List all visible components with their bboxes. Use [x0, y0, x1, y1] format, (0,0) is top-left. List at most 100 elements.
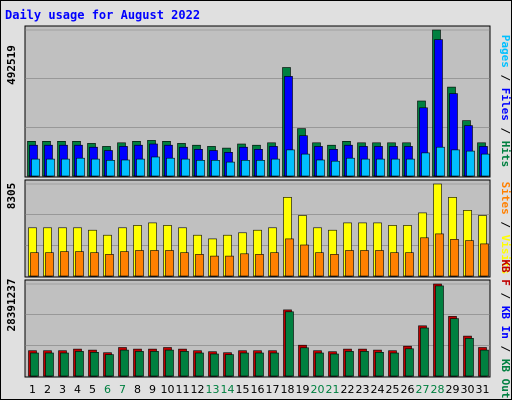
legend-entry: Sites	[499, 182, 512, 215]
day-label: 4	[74, 383, 81, 396]
sites-bar	[165, 250, 174, 277]
sites-bar	[240, 253, 249, 277]
day-label: 13	[206, 383, 220, 396]
sites-bar	[90, 252, 99, 277]
kb-panel-max-label: 28391237	[5, 279, 18, 332]
pages-bar	[271, 158, 280, 177]
day-label: 9	[149, 383, 156, 396]
sites-bar	[105, 254, 114, 277]
pages-bar	[76, 157, 85, 177]
kb-in-bar	[480, 349, 489, 377]
sites-bar	[285, 238, 294, 277]
kb-in-bar	[30, 352, 39, 377]
sites-bar	[270, 252, 279, 277]
chart-title: Daily usage for August 2022	[5, 8, 200, 22]
kb-in-bar	[180, 351, 189, 377]
sites-bar	[300, 244, 309, 277]
legend-entry: KB Out	[499, 359, 512, 399]
legend-separator: /	[499, 68, 512, 88]
pages-bar	[361, 158, 370, 177]
day-label: 19	[296, 383, 310, 396]
kb-panel-legend: KB F / KB In / KB Out	[499, 259, 512, 398]
legend-entry: KB In	[499, 306, 512, 339]
pages-bar	[46, 158, 55, 177]
pages-bar	[466, 150, 475, 177]
day-label: 7	[119, 383, 126, 396]
pages-bar	[436, 146, 445, 177]
pages-bar	[346, 157, 355, 177]
sites-bar	[465, 240, 474, 277]
day-label: 27	[416, 383, 430, 396]
kb-in-bar	[90, 351, 99, 377]
hits-panel-legend: Pages / Files / Hits	[499, 35, 512, 168]
kb-in-bar	[315, 352, 324, 377]
legend-separator: /	[499, 339, 512, 359]
kb-in-bar	[105, 354, 114, 377]
day-label: 14	[221, 383, 235, 396]
pages-bar	[136, 158, 145, 177]
kb-in-bar	[135, 351, 144, 377]
day-label: 1	[29, 383, 36, 396]
day-label: 12	[191, 383, 205, 396]
sites-bar	[195, 254, 204, 277]
kb-in-bar	[195, 352, 204, 377]
pages-bar	[151, 156, 160, 177]
sites-bar	[210, 255, 219, 277]
pages-bar	[391, 158, 400, 177]
kb-in-bar	[405, 348, 414, 377]
day-label: 20	[311, 383, 325, 396]
day-label: 24	[371, 383, 385, 396]
pages-bar	[481, 153, 490, 177]
pages-bar	[421, 152, 430, 177]
kb-in-bar	[345, 351, 354, 377]
sites-bar	[375, 250, 384, 277]
sites-bar	[150, 250, 159, 277]
day-label: 6	[104, 383, 111, 396]
pages-bar	[31, 158, 40, 177]
day-label: 26	[401, 383, 415, 396]
kb-in-bar	[225, 354, 234, 377]
pages-bar	[121, 159, 130, 177]
day-label: 10	[161, 383, 175, 396]
day-label: 3	[59, 383, 66, 396]
kb-in-bar	[270, 352, 279, 377]
sites-bar	[450, 239, 459, 277]
kb-in-bar	[120, 349, 129, 377]
legend-entry: Hits	[499, 141, 512, 168]
day-label: 21	[326, 383, 340, 396]
pages-bar	[196, 160, 205, 177]
pages-bar	[61, 158, 70, 177]
sites-bar	[330, 254, 339, 277]
visits-panel-legend: Sites / Visits	[499, 182, 512, 275]
sites-bar	[135, 250, 144, 277]
kb-in-bar	[45, 352, 54, 377]
day-label: 29	[446, 383, 460, 396]
pages-bar	[91, 158, 100, 177]
pages-bar	[241, 160, 250, 177]
legend-entry: KB F	[499, 259, 512, 286]
day-label: 2	[44, 383, 51, 396]
kb-in-bar	[300, 347, 309, 377]
sites-bar	[255, 254, 264, 277]
day-label: 8	[134, 383, 141, 396]
hits-panel	[25, 29, 490, 177]
kb-in-bar	[360, 351, 369, 377]
kb-in-bar	[165, 349, 174, 377]
kb-in-bar	[285, 311, 294, 377]
kb-in-bar	[240, 352, 249, 377]
pages-bar	[286, 149, 295, 177]
sites-bar	[225, 255, 234, 277]
kb-in-bar	[420, 327, 429, 377]
pages-bar	[166, 157, 175, 177]
day-label: 25	[386, 383, 400, 396]
day-label: 31	[476, 383, 490, 396]
kb-in-bar	[465, 338, 474, 377]
pages-bar	[256, 160, 265, 177]
sites-bar	[420, 237, 429, 277]
pages-bar	[331, 160, 340, 177]
sites-bar	[60, 251, 69, 277]
sites-bar	[435, 233, 444, 277]
pages-bar	[406, 158, 415, 177]
